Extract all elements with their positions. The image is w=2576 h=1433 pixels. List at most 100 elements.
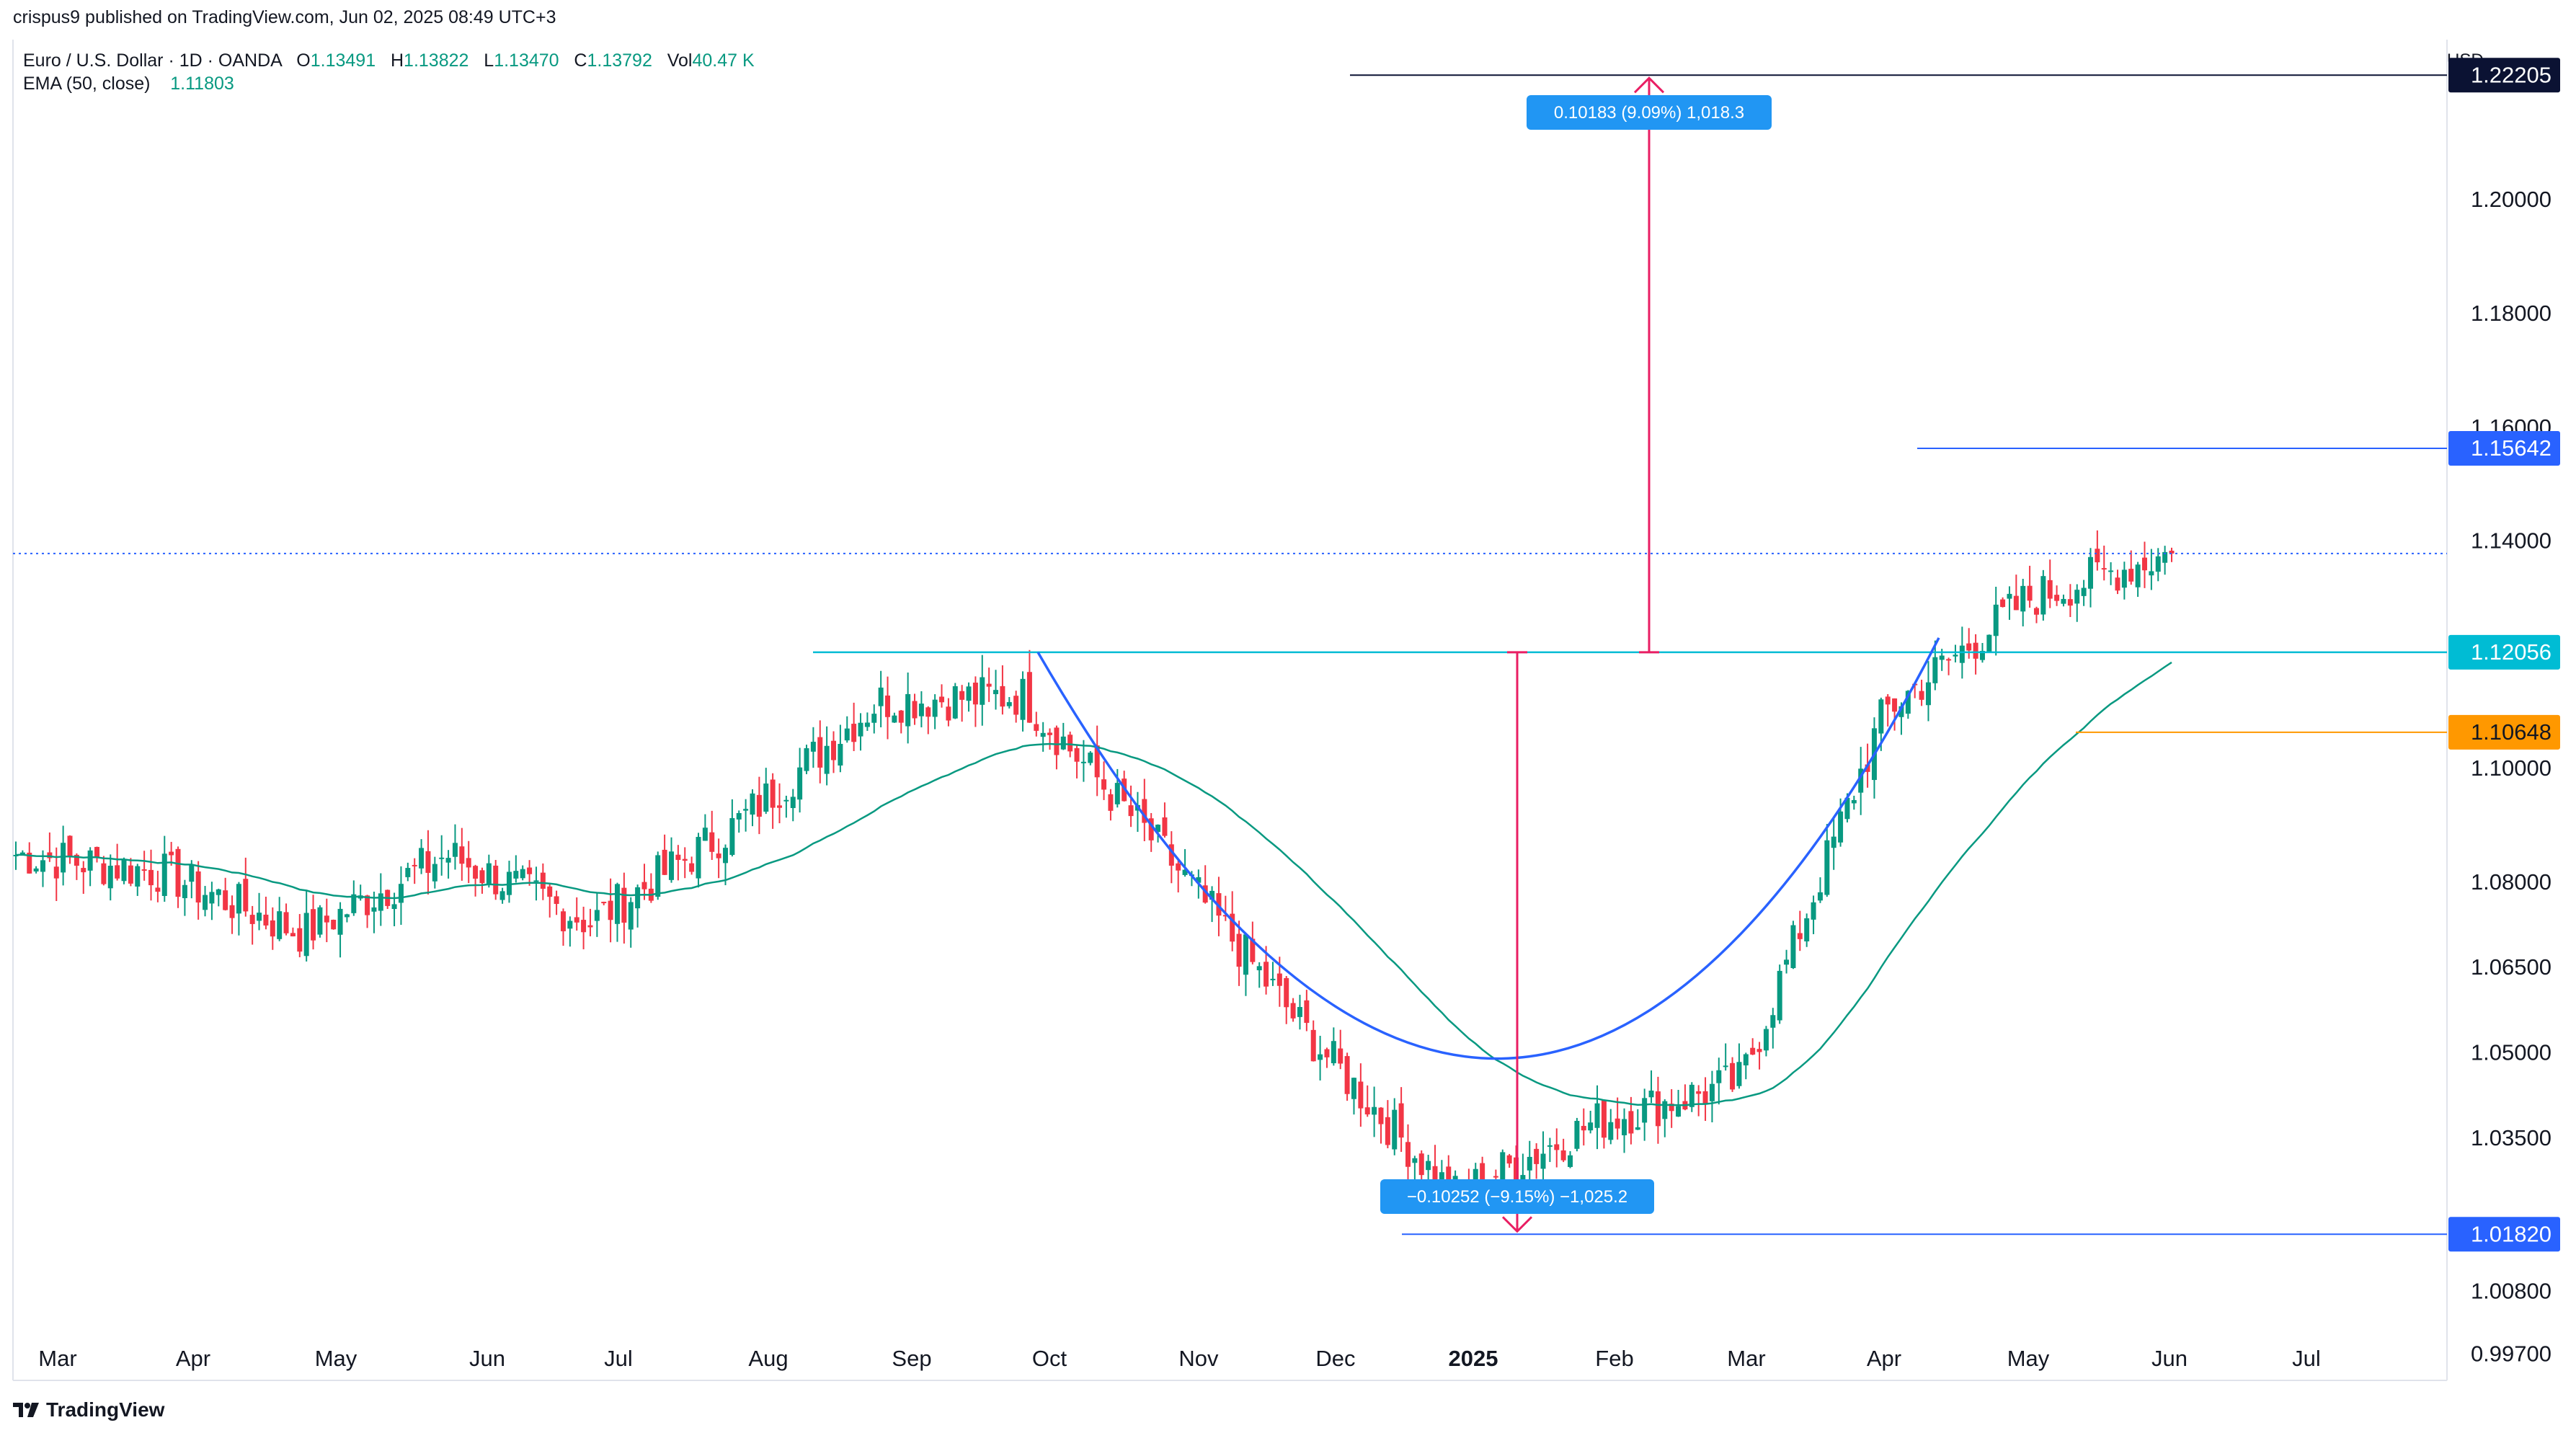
time-tick-label: Jun — [469, 1346, 505, 1371]
tradingview-brand[interactable]: TradingView — [13, 1398, 164, 1421]
candle-body — [1696, 1091, 1702, 1094]
candle-body — [885, 695, 891, 717]
candle-body — [783, 799, 789, 802]
target-measure-text: 0.10183 (9.09%) 1,018.3 — [1554, 103, 1744, 123]
candle-body — [932, 699, 938, 717]
candle-body — [33, 868, 39, 872]
candle-body — [1331, 1041, 1336, 1064]
candle-body — [810, 742, 816, 752]
candle-body — [918, 704, 924, 716]
candle-body — [1702, 1091, 1708, 1104]
candle-body — [777, 805, 783, 808]
candle-body — [1148, 818, 1154, 840]
candle-body — [2128, 569, 2134, 582]
candle-body — [1959, 645, 1965, 663]
candle-body — [662, 849, 667, 875]
candle-body — [2040, 576, 2046, 615]
candle-body — [169, 851, 174, 856]
candle-body — [1905, 691, 1911, 714]
candle-body — [702, 828, 708, 841]
candle-body — [81, 868, 86, 873]
candle-body — [601, 902, 607, 904]
candle-body — [581, 920, 587, 933]
candle-body — [892, 715, 897, 723]
candle-body — [689, 863, 695, 872]
candle-body — [1622, 1119, 1627, 1135]
candle-body — [1162, 817, 1168, 836]
time-tick-label: Feb — [1595, 1346, 1633, 1371]
candle-body — [560, 911, 566, 931]
candle-body — [1276, 973, 1282, 986]
candle-body — [101, 863, 107, 884]
price-tag-box — [2448, 430, 2560, 466]
candle-body — [2135, 564, 2141, 587]
time-axis: Mar Apr May Jun Jul Aug Sep Oct Nov Dec 2025 Feb Mar… — [38, 1346, 2321, 1371]
candle-body — [608, 900, 613, 920]
candle-body — [986, 683, 992, 687]
candle-body — [1101, 779, 1107, 790]
price-tag-box — [2448, 58, 2560, 93]
ema-legend[interactable]: EMA (50, close) 1.11803 — [23, 74, 234, 94]
candle-body — [1432, 1166, 1438, 1188]
candle-body — [182, 884, 187, 899]
candle-body — [1811, 902, 1816, 920]
candle-body — [277, 911, 283, 939]
price-tag-label: 1.22205 — [2471, 62, 2551, 87]
candle-body — [614, 884, 620, 924]
candle-body — [1020, 678, 1026, 720]
time-tick-label: Mar — [1727, 1346, 1765, 1371]
candle-body — [1986, 634, 1992, 652]
candle-body — [1642, 1098, 1648, 1123]
candle-body — [1493, 1176, 1498, 1178]
candle-body — [527, 867, 533, 874]
candle-body — [722, 848, 728, 864]
candle-body — [554, 896, 559, 905]
candle-body — [628, 902, 634, 930]
candle-body — [2121, 569, 2127, 588]
candle-body — [1588, 1122, 1594, 1131]
candle-body — [1709, 1083, 1715, 1101]
candle-body — [756, 794, 762, 817]
time-tick-label: Oct — [1032, 1346, 1067, 1371]
candle-body — [1155, 825, 1161, 833]
symbol-title[interactable]: Euro / U.S. Dollar · 1D · OANDA — [23, 50, 282, 71]
candle-body — [2155, 556, 2161, 572]
depth-measure-box — [1380, 1179, 1654, 1214]
candle-body — [1824, 840, 1830, 895]
candle-body — [533, 880, 539, 882]
candle-body — [1750, 1047, 1756, 1055]
candle-body — [1250, 939, 1256, 962]
low-label: L — [484, 50, 494, 71]
candle-body — [729, 817, 735, 855]
candle-body — [1817, 892, 1823, 901]
candle-body — [878, 687, 884, 706]
candle-body — [675, 854, 681, 860]
candle-body — [2087, 556, 2093, 589]
candle-body — [1743, 1054, 1749, 1065]
candle-body — [2027, 585, 2033, 601]
candle-body — [47, 852, 53, 859]
candle-body — [506, 871, 512, 895]
price-tag-box — [2448, 1217, 2560, 1252]
price-tag-box — [2448, 634, 2560, 670]
ema-value: 1.11803 — [170, 74, 234, 94]
candle-body — [1797, 933, 1803, 939]
candle-body — [148, 869, 154, 886]
candle-body — [216, 889, 221, 895]
candle-body — [1925, 682, 1931, 706]
candle-body — [574, 917, 579, 923]
candle-body — [229, 905, 235, 918]
candle-body — [236, 884, 241, 914]
candle-body — [452, 843, 458, 857]
chart-frame — [12, 40, 2448, 1381]
candle-body — [763, 783, 769, 812]
candle-body — [716, 853, 721, 859]
candle-body — [1756, 1049, 1762, 1052]
candle-body — [1831, 836, 1836, 848]
candle-body — [135, 866, 141, 887]
candle-body — [804, 748, 809, 771]
candle-body — [1676, 1106, 1682, 1117]
candle-body — [844, 728, 850, 741]
candle-body — [115, 865, 120, 879]
